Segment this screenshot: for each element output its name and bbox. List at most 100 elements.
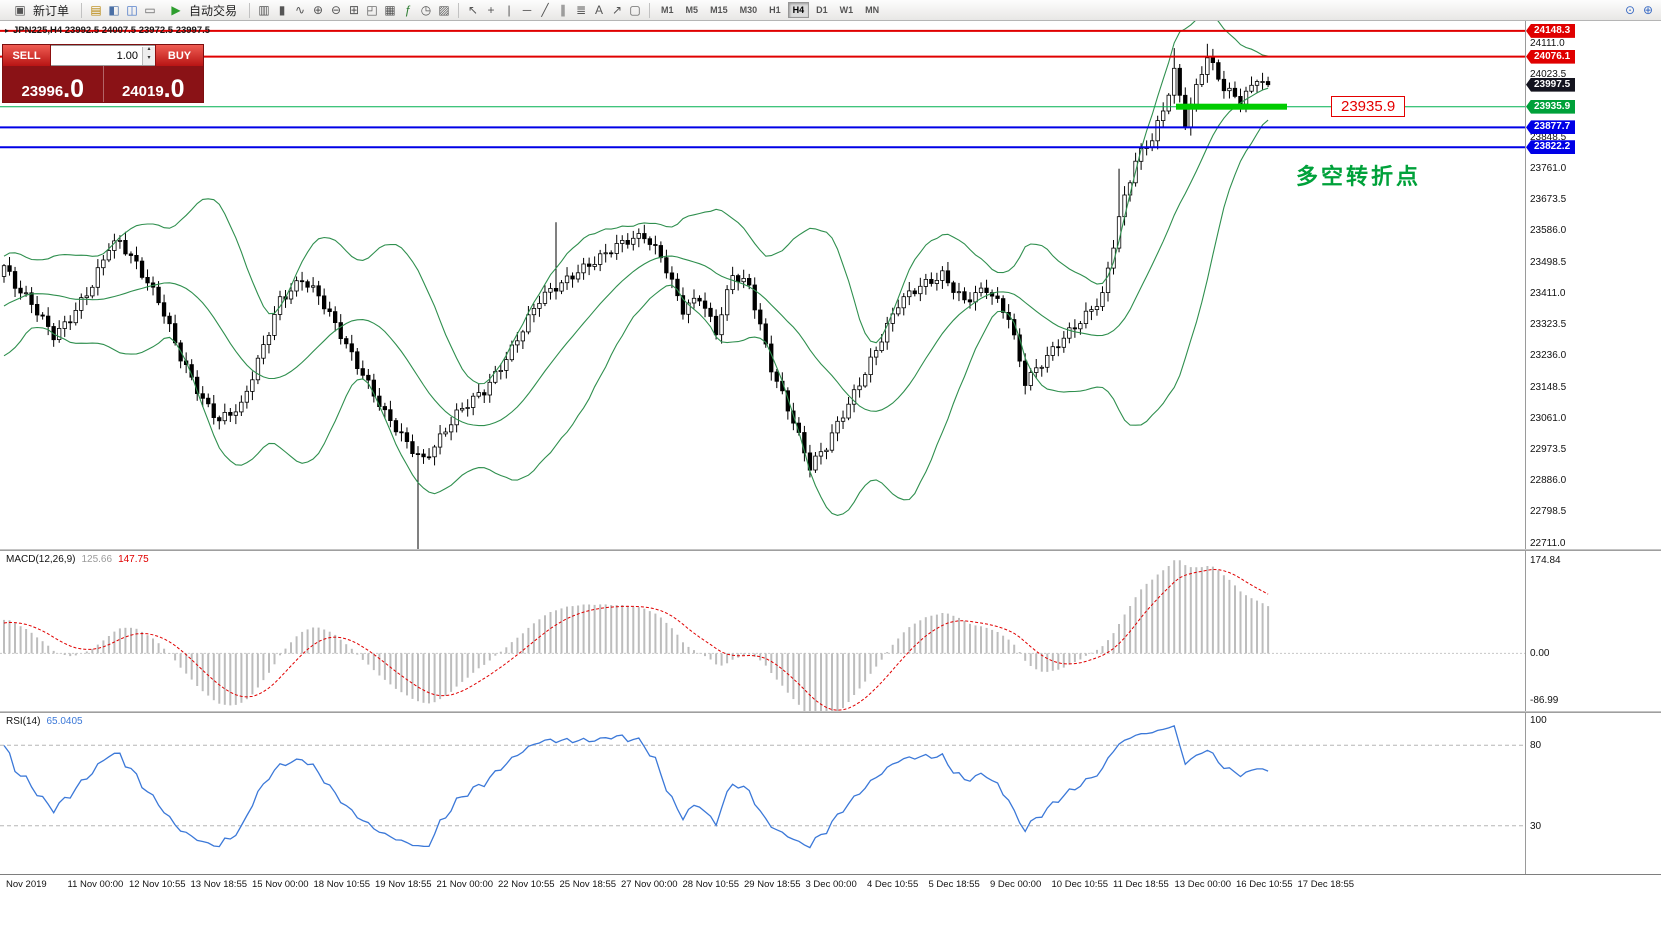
- panel-separator[interactable]: [0, 549, 1661, 551]
- price-axis-label: 23761.0: [1530, 163, 1567, 175]
- search-icon[interactable]: ⊙: [1624, 2, 1636, 17]
- sell-button[interactable]: SELL: [3, 45, 51, 66]
- timeframe-mn[interactable]: MN: [865, 5, 880, 15]
- time-axis-label: 18 Nov 10:55: [313, 879, 371, 890]
- market-watch-icon[interactable]: ▤: [90, 2, 102, 17]
- macd-panel[interactable]: [0, 551, 1525, 711]
- timeframe-m30[interactable]: M30: [739, 5, 758, 15]
- indicators-icon[interactable]: ƒ: [404, 2, 412, 17]
- time-axis-label: 28 Nov 10:55: [682, 879, 740, 890]
- time-axis-label: 3 Dec 00:00: [805, 879, 857, 890]
- tile-windows-icon[interactable]: ⊞: [349, 2, 360, 17]
- cascade-windows-icon[interactable]: ◰: [366, 2, 378, 17]
- timeframe-m5[interactable]: M5: [685, 5, 699, 15]
- price-chart[interactable]: [0, 21, 1525, 549]
- crosshair-icon[interactable]: +: [487, 2, 495, 17]
- candlestick-chart-icon[interactable]: ▮: [278, 2, 286, 17]
- time-axis-label: 16 Dec 10:55: [1236, 879, 1293, 890]
- price-axis-label: 23848.5: [1530, 131, 1567, 143]
- price-axis-tag: 23822.2: [1526, 140, 1576, 155]
- time-axis-label: 27 Nov 00:00: [621, 879, 678, 890]
- price-axis-label: 23236.0: [1530, 350, 1567, 362]
- zoom-out-icon[interactable]: ⊖: [331, 2, 342, 17]
- price-axis-label: 23586.0: [1530, 225, 1567, 237]
- chart-icons-group: ▥ ▮ ∿ ⊕ ⊖ ⊞ ◰ ▦ ƒ ◷ ▨: [255, 2, 453, 19]
- time-axis-label: 25 Nov 18:55: [559, 879, 617, 890]
- templates-icon[interactable]: ▨: [438, 2, 450, 17]
- zoom-in-icon[interactable]: ⊕: [313, 2, 324, 17]
- find-symbol-icon[interactable]: ⊕: [1642, 2, 1654, 17]
- timeframe-group: M1 M5 M15 M30 H1 H4 D1 W1 MN: [655, 2, 885, 18]
- bar-chart-icon[interactable]: ▥: [258, 2, 270, 17]
- panel-separator[interactable]: [0, 711, 1661, 713]
- line-chart-icon[interactable]: ∿: [295, 2, 306, 17]
- fibonacci-icon[interactable]: ≣: [576, 2, 587, 17]
- autotrading-button[interactable]: ▶ 自动交易: [160, 0, 244, 21]
- macd-axis-label: 174.84: [1530, 555, 1561, 567]
- shapes-icon[interactable]: ▢: [629, 2, 641, 17]
- annotation-text[interactable]: 多空转折点: [1296, 164, 1422, 189]
- time-axis-label: 15 Nov 00:00: [252, 879, 309, 890]
- timeframe-h1[interactable]: H1: [769, 5, 781, 15]
- timeframe-h4[interactable]: H4: [787, 2, 810, 18]
- volume-field[interactable]: 1.00 ▴ ▾: [51, 45, 155, 66]
- timeframe-d1[interactable]: D1: [816, 5, 828, 15]
- sell-price-pip: .0: [63, 75, 85, 103]
- channel-icon[interactable]: ∥: [560, 2, 567, 17]
- time-axis-label: 21 Nov 00:00: [436, 879, 494, 890]
- buy-button[interactable]: BUY: [155, 45, 203, 66]
- macd-name: MACD(12,26,9): [6, 554, 76, 565]
- oneclick-toggle-icon[interactable]: ▸: [5, 26, 10, 35]
- time-axis-label: 10 Dec 10:55: [1051, 879, 1109, 890]
- autotrading-play-icon: ▶: [171, 2, 181, 17]
- price-axis-label: 23673.5: [1530, 194, 1567, 206]
- macd-value-main: 125.66: [81, 554, 113, 565]
- sell-price-main: 23996: [21, 83, 64, 100]
- text-icon[interactable]: A: [595, 2, 604, 17]
- rsi-panel[interactable]: [0, 713, 1525, 874]
- price-axis-tag: 24076.1: [1526, 49, 1576, 64]
- new-order-button[interactable]: ▣ 新订单: [4, 0, 76, 21]
- volume-value[interactable]: 1.00: [116, 49, 138, 62]
- timeframe-m1[interactable]: M1: [661, 5, 674, 15]
- time-axis-label: 19 Nov 18:55: [375, 879, 432, 890]
- one-click-trading-panel: SELL 1.00 ▴ ▾ BUY 23996.0 24019.0: [2, 44, 204, 103]
- navigator-icon[interactable]: ◫: [126, 2, 138, 17]
- vertical-line-icon[interactable]: |: [507, 2, 511, 17]
- price-axis-label: 22711.0: [1530, 537, 1566, 549]
- sell-price[interactable]: 23996.0: [3, 66, 104, 102]
- macd-axis-label: 0.00: [1530, 648, 1550, 660]
- timeframe-m15[interactable]: M15: [710, 5, 728, 15]
- price-axis-label: 23323.5: [1530, 319, 1567, 331]
- time-axis-label: 9 Dec 00:00: [990, 879, 1042, 890]
- price-axis-label: 22886.0: [1530, 475, 1567, 487]
- arrange-windows-icon[interactable]: ▦: [384, 2, 396, 17]
- chart-title-text: JPN225,H4 23992.5 24007.5 23972.5 23997.…: [13, 25, 211, 36]
- time-axis-label: 22 Nov 10:55: [498, 879, 555, 890]
- volume-up-icon[interactable]: ▴: [143, 46, 155, 56]
- buy-price[interactable]: 24019.0: [104, 66, 204, 102]
- new-order-label: 新订单: [33, 3, 70, 18]
- price-axis-label: 24111.0: [1530, 38, 1565, 50]
- data-window-icon[interactable]: ◧: [108, 2, 120, 17]
- terminal-icon[interactable]: ▭: [144, 2, 156, 17]
- time-axis-label: Nov 2019: [6, 879, 47, 890]
- volume-down-icon[interactable]: ▾: [143, 55, 155, 65]
- cursor-icon[interactable]: ↖: [468, 2, 479, 17]
- periods-icon[interactable]: ◷: [420, 2, 432, 17]
- price-axis-tag: 23877.7: [1526, 120, 1576, 135]
- chart-title: ▸ JPN225,H4 23992.5 24007.5 23972.5 2399…: [5, 25, 210, 36]
- trendline-icon[interactable]: ╱: [541, 2, 549, 17]
- price-axis-tag: 23997.5: [1526, 77, 1576, 92]
- price-line-label[interactable]: 23935.9: [1331, 95, 1406, 117]
- toolbar-separator: [458, 2, 460, 18]
- price-axis-label: 23498.5: [1530, 256, 1567, 268]
- drawing-tools-group: ↖ + | ─ ╱ ∥ ≣ A ↗ ▢: [464, 2, 644, 19]
- time-axis-label: 11 Nov 00:00: [67, 879, 124, 890]
- arrows-icon[interactable]: ↗: [612, 2, 623, 17]
- horizontal-line-icon[interactable]: ─: [522, 2, 532, 17]
- time-axis-label: 17 Dec 18:55: [1297, 879, 1355, 890]
- price-axis-label: 23061.0: [1530, 412, 1567, 424]
- price-axis-tag: 24148.3: [1526, 23, 1576, 38]
- timeframe-w1[interactable]: W1: [839, 5, 854, 15]
